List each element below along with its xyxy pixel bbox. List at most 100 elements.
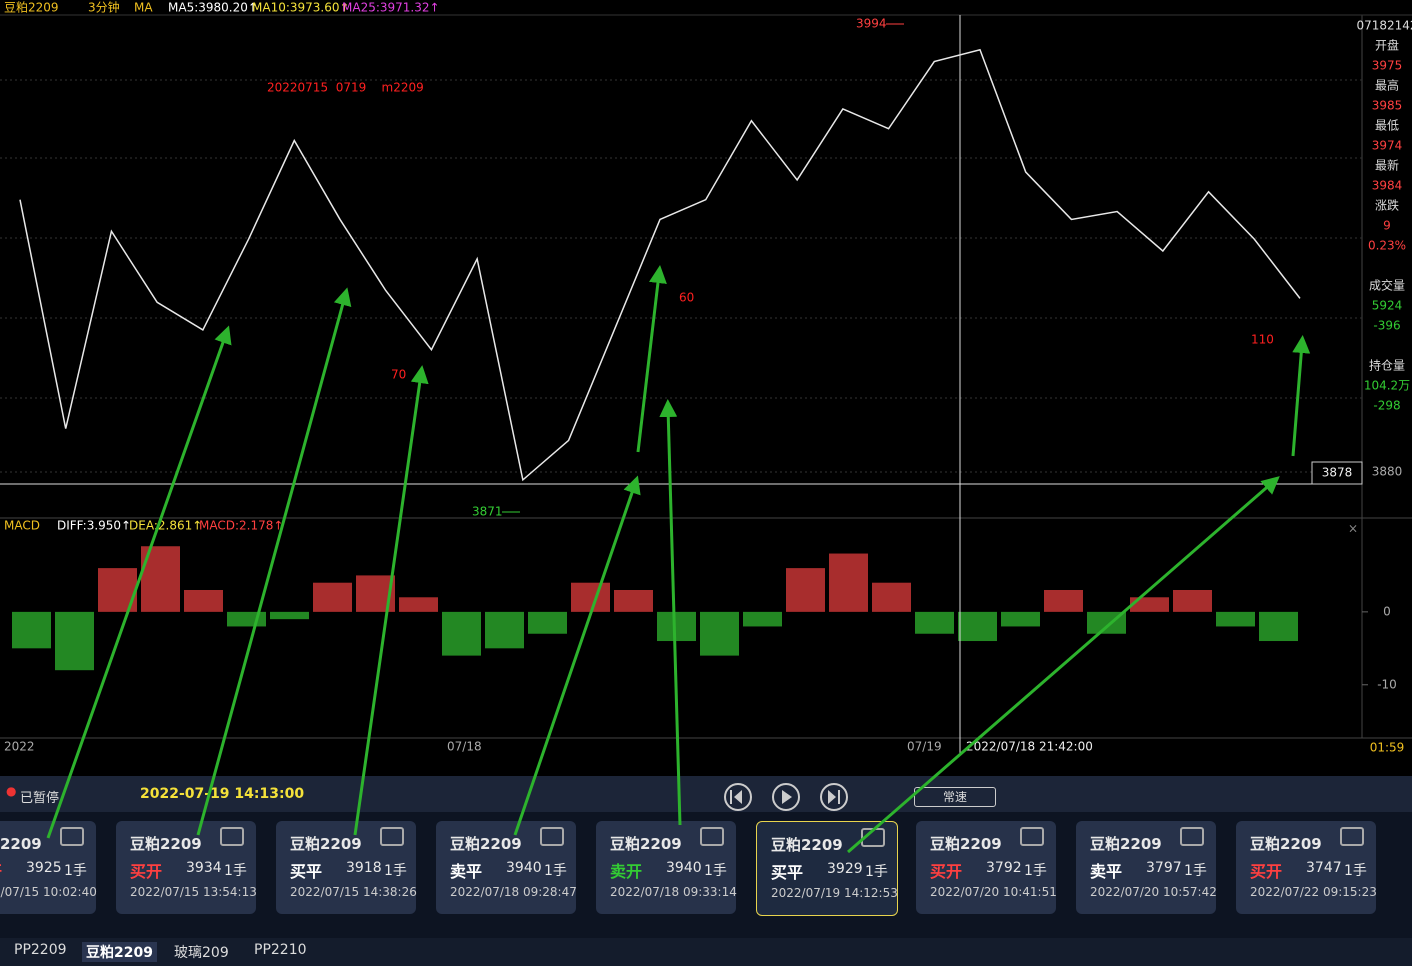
card-qty: 1手: [1184, 863, 1207, 879]
macd-bar: [227, 611, 266, 627]
side-value: -396: [1373, 319, 1400, 333]
header-item: 3分钟: [88, 0, 120, 15]
clock: 01:59: [1370, 741, 1405, 755]
macd-bar: [571, 582, 610, 612]
macd-bar: [184, 589, 223, 612]
x-tick-label: 2022: [4, 740, 35, 754]
macd-header-item: MACD: [4, 519, 40, 533]
card-qty: 1手: [224, 863, 247, 879]
side-value: 9: [1383, 219, 1391, 233]
card-icon: [380, 827, 404, 846]
side-label: 成交量: [1369, 278, 1405, 293]
card-name: 豆粕2209: [130, 835, 202, 853]
playback-controls: [724, 783, 848, 811]
card-price: 3940: [506, 860, 542, 876]
card-name: 豆粕2209: [930, 835, 1002, 853]
speed-button[interactable]: 常速: [914, 787, 996, 807]
header-item: MA: [134, 1, 153, 15]
macd-bar: [1259, 611, 1298, 642]
card-qty: 1手: [1024, 863, 1047, 879]
x-tick-label: 07/19: [907, 740, 942, 754]
header-item: 豆粕2209: [4, 0, 59, 15]
tab[interactable]: 豆粕2209: [82, 942, 157, 962]
play-button[interactable]: [772, 783, 800, 811]
macd-bar: [958, 611, 997, 642]
macd-bar: [1173, 589, 1212, 612]
card-time: 2022/07/20 10:57:42: [1090, 885, 1217, 899]
annotation: 70: [391, 368, 406, 382]
trade-card[interactable]: 豆粕2209 卖开 3940 1手 2022/07/18 09:33:14: [596, 821, 737, 914]
side-label: 最高: [1375, 78, 1399, 93]
trade-card[interactable]: 豆粕2209 卖平 3797 1手 2022/07/20 10:57:42: [1076, 821, 1217, 914]
card-price: 3797: [1146, 860, 1182, 876]
card-qty: 1手: [865, 864, 888, 880]
trade-card[interactable]: 豆粕2209 买平 3918 1手 2022/07/15 14:38:26: [276, 821, 417, 914]
annotation-title: 20220715 0719 m2209: [267, 81, 424, 95]
tab[interactable]: PP2210: [254, 942, 307, 958]
macd-bar: [98, 568, 137, 612]
macd-bar: [1044, 589, 1083, 612]
side-label: 最低: [1375, 119, 1399, 133]
card-name: 豆粕2209: [290, 835, 362, 853]
card-icon: [220, 827, 244, 846]
card-icon: [861, 828, 885, 847]
prev-button[interactable]: [724, 783, 752, 811]
side-label: 涨跌: [1375, 198, 1399, 213]
macd-bar: [786, 568, 825, 612]
card-name: 豆粕2209: [450, 835, 522, 853]
card-action: 买开: [930, 862, 963, 881]
card-price: 3929: [827, 861, 863, 877]
card-name: 豆粕2209: [0, 835, 42, 853]
card-time: 2022/07/18 09:28:47: [450, 885, 577, 899]
status: 已暂停: [20, 791, 60, 806]
side-label: 最新: [1375, 158, 1399, 173]
macd-bar: [829, 553, 868, 612]
card-action: 买平: [771, 863, 804, 882]
x-tick-label: 07/18: [447, 740, 482, 754]
macd-bar: [399, 597, 438, 612]
card-time: 2022/07/18 09:33:14: [610, 885, 737, 899]
card-price: 3934: [186, 860, 222, 876]
tab[interactable]: PP2209: [14, 942, 67, 958]
y-tick-label: 0: [1383, 604, 1391, 618]
header-item: MA25:3971.32↑: [342, 1, 440, 15]
macd-bar: [1001, 611, 1040, 627]
card-price: 3918: [346, 860, 382, 876]
trade-card[interactable]: 豆粕2209 卖平 3940 1手 2022/07/18 09:28:47: [436, 821, 577, 914]
card-qty: 1手: [544, 863, 567, 879]
card-name: 豆粕2209: [1090, 835, 1162, 853]
cross-time: 2022/07/18 21:42:00: [966, 740, 1093, 754]
card-time: 2022/07/20 10:41:51: [930, 885, 1057, 899]
macd-header-item: DEA:2.861↑: [129, 519, 202, 533]
macd-header-item: DIFF:3.950↑: [57, 519, 131, 533]
side-value: 3985: [1372, 99, 1403, 113]
card-icon: [1020, 827, 1044, 846]
side-value: 3984: [1372, 179, 1403, 193]
macd-bar: [915, 611, 954, 634]
card-icon: [60, 827, 84, 846]
y-tick-label: 3880: [1372, 465, 1403, 479]
card-price: 3747: [1306, 860, 1342, 876]
side-time: 07182142: [1356, 19, 1412, 33]
card-price: 3792: [986, 860, 1022, 876]
card-action: 买开: [130, 862, 163, 881]
trade-card[interactable]: 豆粕2209 买平 3929 1手 2022/07/19 14:12:53: [756, 821, 898, 916]
high-label: 3994: [856, 17, 887, 31]
tab[interactable]: 玻璃209: [174, 945, 229, 961]
macd-bar: [270, 611, 309, 620]
trade-card[interactable]: 豆粕2209 买开 3934 1手 2022/07/15 13:54:13: [116, 821, 257, 914]
next-button[interactable]: [820, 783, 848, 811]
card-action: 卖平: [450, 862, 483, 881]
side-value: 3975: [1372, 59, 1403, 73]
card-name: 豆粕2209: [610, 835, 682, 853]
chart: 豆粕2209 3分钟 MA MA5:3980.20↑MA10:3973.60↑MA25…: [0, 0, 1412, 756]
status-dot: ●: [6, 784, 17, 798]
macd-bar: [313, 582, 352, 612]
annotation: 110: [1251, 333, 1274, 347]
card-price: 3940: [666, 860, 702, 876]
trade-card[interactable]: 豆粕2209 买开 3792 1手 2022/07/20 10:41:51: [916, 821, 1057, 914]
symbol-tabs: PP2209 豆粕2209 玻璃209 PP2210: [0, 938, 1412, 966]
trade-card[interactable]: 豆粕2209 买开 3747 1手 2022/07/22 09:15:23: [1236, 821, 1377, 914]
card-time: 2022/07/19 14:12:53: [771, 886, 898, 900]
